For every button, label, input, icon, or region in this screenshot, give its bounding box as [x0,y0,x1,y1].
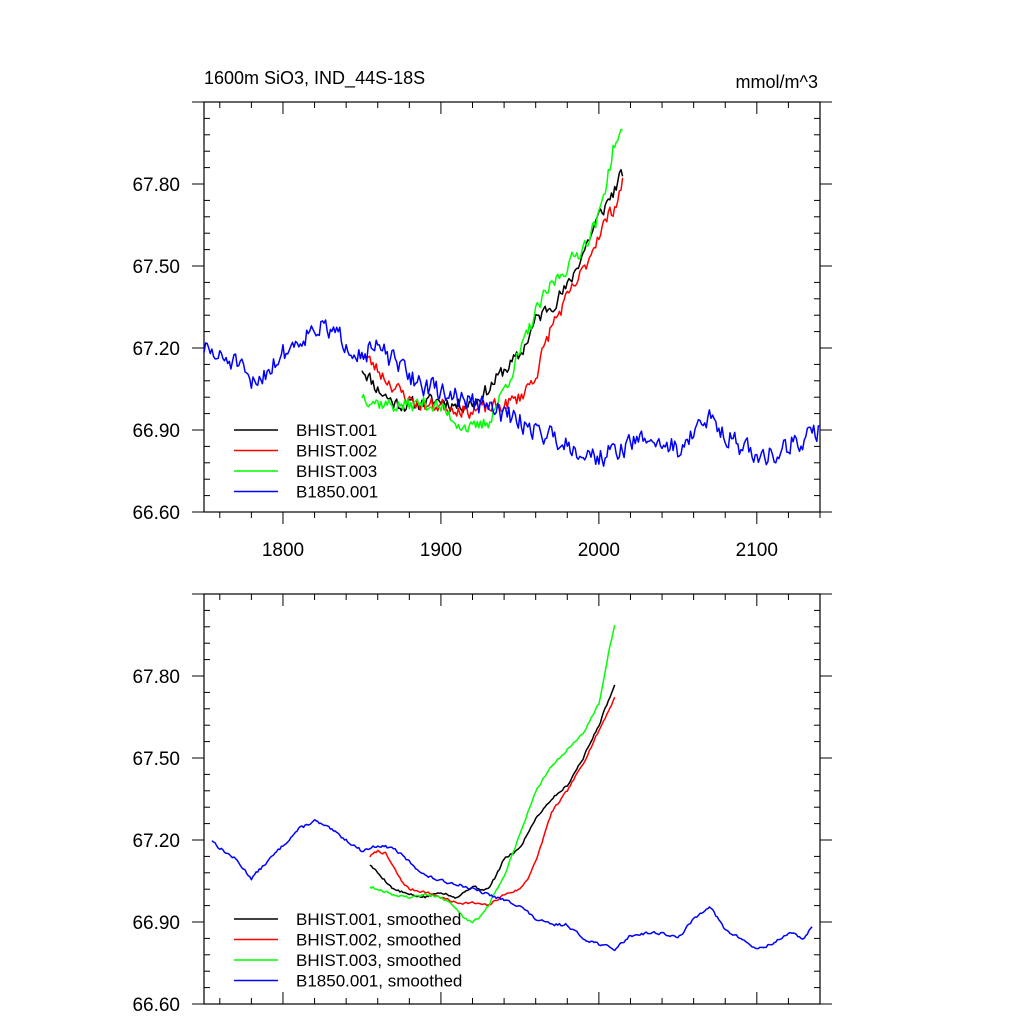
y-tick-label: 66.90 [132,913,180,934]
legend-label: BHIST.002 [296,442,377,461]
legend-label: BHIST.003 [296,462,377,481]
legend-label: BHIST.003, smoothed [296,951,461,970]
y-tick-label: 67.80 [132,175,180,196]
bottom-panel: 66.60 66.90 67.20 67.50 67.80 BHIST.001, smoo… [132,593,832,1016]
series-line-bhist-002-smoothed [369,696,616,907]
y-tick-label: 66.60 [132,995,180,1016]
plot-frame [203,593,821,1005]
y-tick-label: 66.60 [132,503,180,524]
series-line-b1850-001 [204,319,820,467]
x-tick-label: 2100 [736,540,778,561]
x-tick-label: 2000 [578,540,620,561]
y-tick-label: 67.50 [132,749,180,770]
legend-label: BHIST.001, smoothed [296,910,461,929]
series-line-b1850-001-smoothed [211,819,813,952]
legend-label: B1850.001, smoothed [296,972,462,991]
legend-label: BHIST.001 [296,421,377,440]
legend: BHIST.001, smoothed BHIST.002, smoothedBH… [234,910,462,991]
y-tick-label: 67.80 [132,667,180,688]
units-label: mmol/m^3 [736,72,818,92]
series-line-bhist-001 [361,168,624,414]
series-line-bhist-003-smoothed [369,624,616,924]
plot-area [211,624,813,952]
plot-area [204,128,820,467]
legend-label: B1850.001 [296,483,378,502]
y-tick-label: 67.50 [132,257,180,278]
top-panel: 1800 1900 2000 2100 66.60 66.90 67.20 67.50 67.8… [132,101,832,561]
y-tick-label: 67.20 [132,339,180,360]
chart-title: 1600m SiO3, IND_44S-18S [204,68,425,89]
x-tick-label: 1900 [420,540,462,561]
plot-frame [203,101,821,513]
legend-label: BHIST.002, smoothed [296,931,461,950]
y-tick-label: 66.90 [132,421,180,442]
series-line-bhist-003 [361,128,623,433]
x-tick-label: 1800 [262,540,304,561]
y-tick-label: 67.20 [132,831,180,852]
series-line-bhist-001-smoothed [369,684,616,899]
